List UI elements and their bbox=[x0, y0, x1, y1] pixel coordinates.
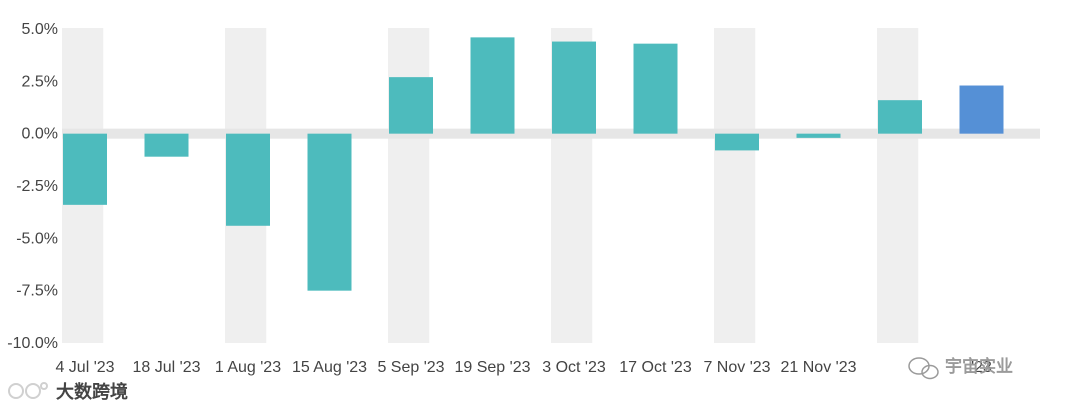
bar bbox=[226, 133, 270, 226]
x-tick-label: 15 Aug '23 bbox=[292, 359, 367, 376]
x-axis-ticks: 4 Jul '23 18 Jul '23 1 Aug '23 15 Aug '23 5 … bbox=[55, 359, 992, 376]
y-tick-label: -10.0% bbox=[7, 335, 58, 352]
x-tick-label: 4 Jul '23 bbox=[55, 359, 114, 376]
x-tick-label: 18 Jul '23 bbox=[133, 359, 201, 376]
bar bbox=[470, 37, 515, 134]
watermark-logo-icon bbox=[8, 382, 48, 399]
bar bbox=[633, 43, 678, 134]
zero-band bbox=[62, 128, 1040, 139]
column-band bbox=[877, 28, 919, 343]
column-band bbox=[388, 28, 430, 343]
y-axis-ticks: 5.0% 2.5% 0.0% -2.5% -5.0% -7.5% -10.0% bbox=[7, 21, 58, 352]
x-tick-label: '23 bbox=[971, 359, 992, 376]
wechat-icon bbox=[908, 357, 939, 380]
y-tick-label: 0.0% bbox=[22, 126, 58, 143]
bar bbox=[552, 41, 596, 134]
watermark-text-right: 宇宙实业 bbox=[945, 356, 1013, 376]
column-band bbox=[714, 28, 756, 343]
x-tick-label: 17 Oct '23 bbox=[619, 359, 692, 376]
x-tick-label: 3 Oct '23 bbox=[542, 359, 606, 376]
x-tick-label: 7 Nov '23 bbox=[703, 359, 770, 376]
y-tick-label: -7.5% bbox=[16, 283, 58, 300]
watermark-right: 宇宙实业 bbox=[908, 356, 1013, 380]
bar bbox=[796, 133, 841, 138]
y-tick-label: -2.5% bbox=[16, 178, 58, 195]
watermark-left: 大数跨境 bbox=[8, 381, 128, 402]
x-tick-label: 19 Sep '23 bbox=[454, 359, 530, 376]
y-tick-label: -5.0% bbox=[16, 230, 58, 247]
x-tick-label: 1 Aug '23 bbox=[215, 359, 281, 376]
y-tick-label: 2.5% bbox=[22, 73, 58, 90]
x-tick-label: 21 Nov '23 bbox=[781, 359, 857, 376]
bar bbox=[878, 100, 922, 134]
x-tick-label: 5 Sep '23 bbox=[377, 359, 444, 376]
bar bbox=[63, 133, 107, 205]
bar bbox=[715, 133, 759, 151]
bar bbox=[959, 85, 1004, 134]
bar bbox=[144, 133, 189, 157]
watermark-text-left: 大数跨境 bbox=[56, 381, 128, 402]
zero-line-band bbox=[62, 128, 1040, 139]
bar-series bbox=[63, 37, 1004, 291]
bar bbox=[389, 77, 433, 134]
y-tick-label: 5.0% bbox=[22, 21, 58, 38]
bar bbox=[307, 133, 352, 291]
